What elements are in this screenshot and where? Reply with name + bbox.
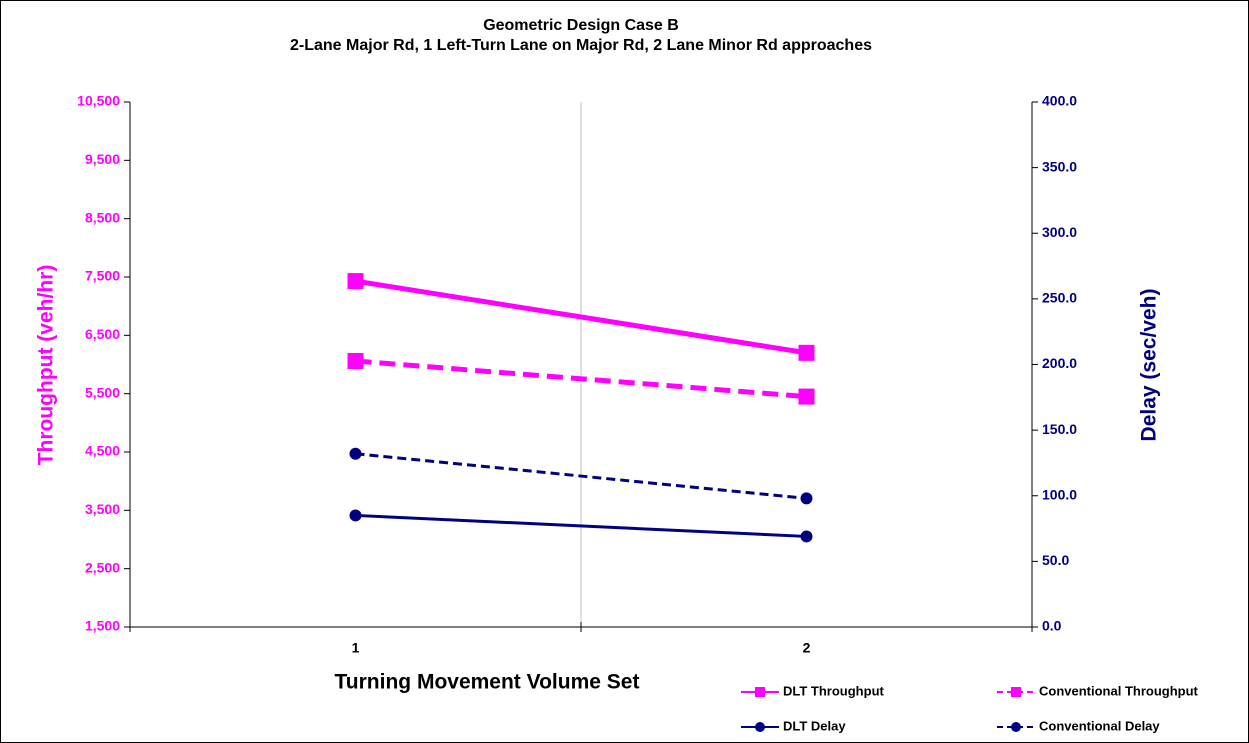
y2-tick-label: 250.0 xyxy=(1042,290,1077,306)
y2-tick-label: 350.0 xyxy=(1042,158,1077,174)
y2-tick-label: 150.0 xyxy=(1042,421,1077,437)
chart-title: Geometric Design Case B xyxy=(483,17,679,34)
y2-tick-label: 400.0 xyxy=(1042,93,1077,109)
legend-marker xyxy=(755,722,765,732)
legend-label: DLT Throughput xyxy=(783,683,885,698)
y-tick-label: 5,500 xyxy=(85,384,120,400)
y-tick-label: 10,500 xyxy=(77,93,120,109)
data-point xyxy=(798,388,815,405)
y-tick-label: 6,500 xyxy=(85,326,120,342)
y-tick-label: 4,500 xyxy=(85,443,120,459)
data-point xyxy=(798,344,815,361)
legend-label: Conventional Delay xyxy=(1039,718,1160,733)
y2-tick-label: 100.0 xyxy=(1042,486,1077,502)
y-tick-label: 3,500 xyxy=(85,501,120,517)
y-tick-label: 9,500 xyxy=(85,151,120,167)
data-point xyxy=(347,273,364,290)
legend-marker xyxy=(755,687,765,697)
data-point xyxy=(349,509,362,522)
legend-marker xyxy=(1011,722,1021,732)
series-line xyxy=(355,358,807,400)
y-tick-label: 2,500 xyxy=(85,559,120,575)
chart-subtitle: 2-Lane Major Rd, 1 Left-Turn Lane on Maj… xyxy=(290,37,872,54)
data-point xyxy=(800,530,813,543)
y-tick-label: 8,500 xyxy=(85,209,120,225)
legend-marker xyxy=(1011,687,1021,697)
x-axis-title: Turning Movement Volume Set xyxy=(335,671,640,694)
data-point xyxy=(349,447,362,460)
y-tick-label: 1,500 xyxy=(85,618,120,634)
y2-tick-label: 0.0 xyxy=(1042,618,1062,634)
data-point xyxy=(347,353,364,369)
series-line xyxy=(355,278,807,356)
legend-label: DLT Delay xyxy=(783,718,846,733)
series-line xyxy=(355,513,807,538)
y-tick-label: 7,500 xyxy=(85,268,120,284)
y2-axis-title: Delay (sec/veh) xyxy=(1138,289,1161,442)
data-point xyxy=(800,492,813,505)
x-tick-label: 2 xyxy=(803,640,811,656)
y2-tick-label: 300.0 xyxy=(1042,224,1077,240)
y2-tick-label: 50.0 xyxy=(1042,552,1069,568)
x-tick-label: 1 xyxy=(352,640,360,656)
series-line xyxy=(355,452,807,500)
legend-label: Conventional Throughput xyxy=(1039,683,1199,698)
y-axis-title: Throughput (veh/hr) xyxy=(35,265,58,466)
y2-tick-label: 200.0 xyxy=(1042,355,1077,371)
